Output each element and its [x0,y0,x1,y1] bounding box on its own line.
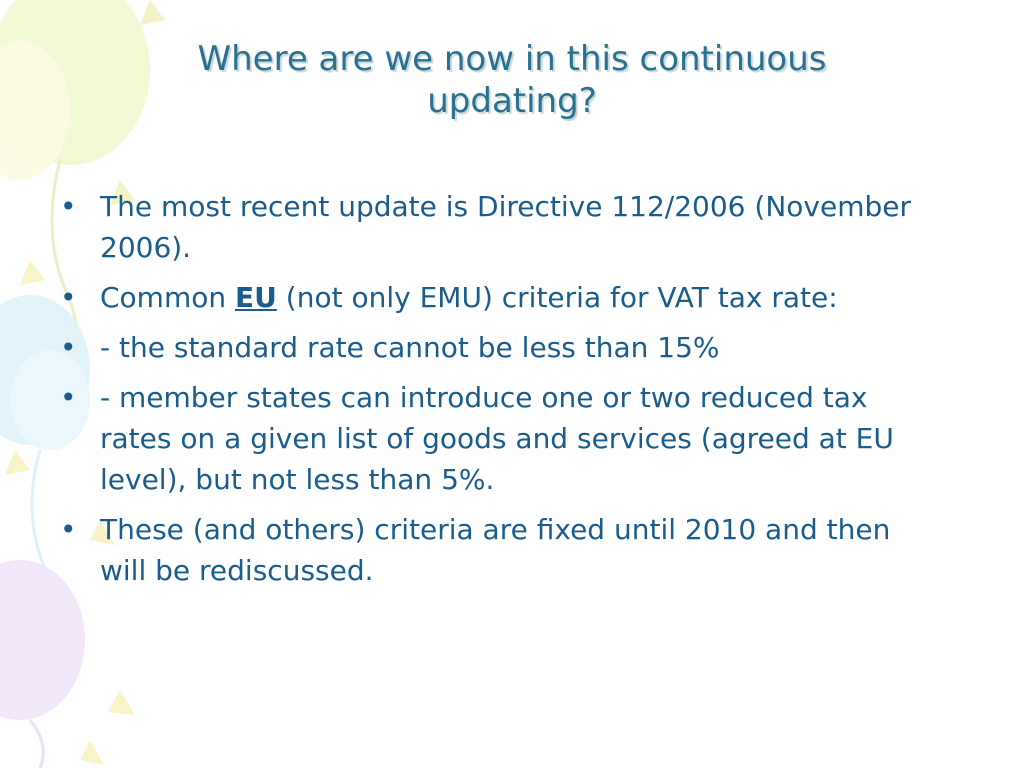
bullet: The most recent update is Directive 112/… [60,186,930,268]
title-line: Where are we now in this continuous [197,39,827,79]
title-line: updating? [427,81,597,121]
emphasis: EU [235,281,277,314]
bullet: Common EU (not only EMU) criteria for VA… [60,277,930,318]
bullet-text: Common [100,281,227,314]
slide-title: Where are we now in this continuous upda… [100,38,924,122]
bullet-list: The most recent update is Directive 112/… [60,186,930,600]
bullet-text: (not only EMU) criteria for VAT tax rate… [285,281,838,314]
bullet: These (and others) criteria are fixed un… [60,509,930,591]
bullet: - the standard rate cannot be less than … [60,327,930,368]
bullet: - member states can introduce one or two… [60,377,930,500]
